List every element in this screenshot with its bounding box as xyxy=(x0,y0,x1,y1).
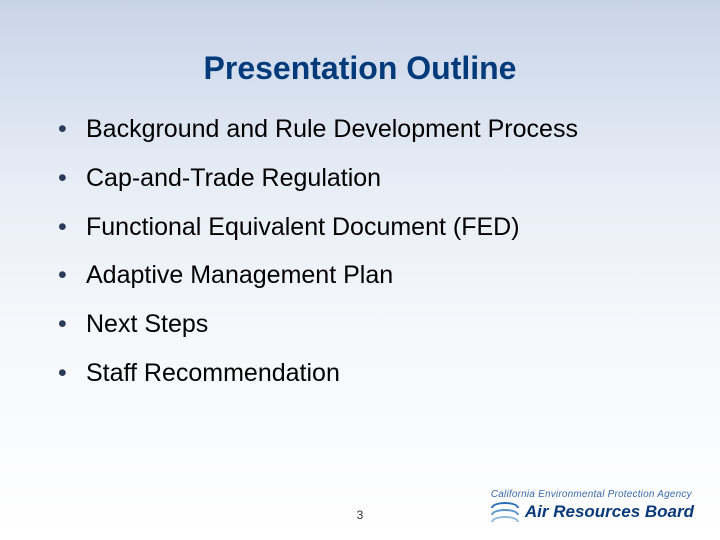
slide: Presentation Outline Background and Rule… xyxy=(0,0,720,540)
page-number: 3 xyxy=(357,508,364,522)
slide-footer: 3 California Environmental Protection Ag… xyxy=(0,482,720,522)
slide-title: Presentation Outline xyxy=(50,50,670,87)
agency-name: California Environmental Protection Agen… xyxy=(491,489,694,500)
arb-arcs-icon xyxy=(491,502,519,522)
bullet-item: Adaptive Management Plan xyxy=(50,261,670,290)
arc-icon xyxy=(491,502,519,508)
board-line: Air Resources Board xyxy=(491,502,694,522)
arc-icon xyxy=(491,509,519,515)
bullet-item: Functional Equivalent Document (FED) xyxy=(50,213,670,242)
agency-logo: California Environmental Protection Agen… xyxy=(491,489,694,522)
board-name: Air Resources Board xyxy=(525,502,694,522)
bullet-item: Cap-and-Trade Regulation xyxy=(50,164,670,193)
bullet-item: Background and Rule Development Process xyxy=(50,115,670,144)
bullet-list: Background and Rule Development Process … xyxy=(50,115,670,388)
bullet-item: Next Steps xyxy=(50,310,670,339)
bullet-item: Staff Recommendation xyxy=(50,359,670,388)
arc-icon xyxy=(491,516,519,522)
